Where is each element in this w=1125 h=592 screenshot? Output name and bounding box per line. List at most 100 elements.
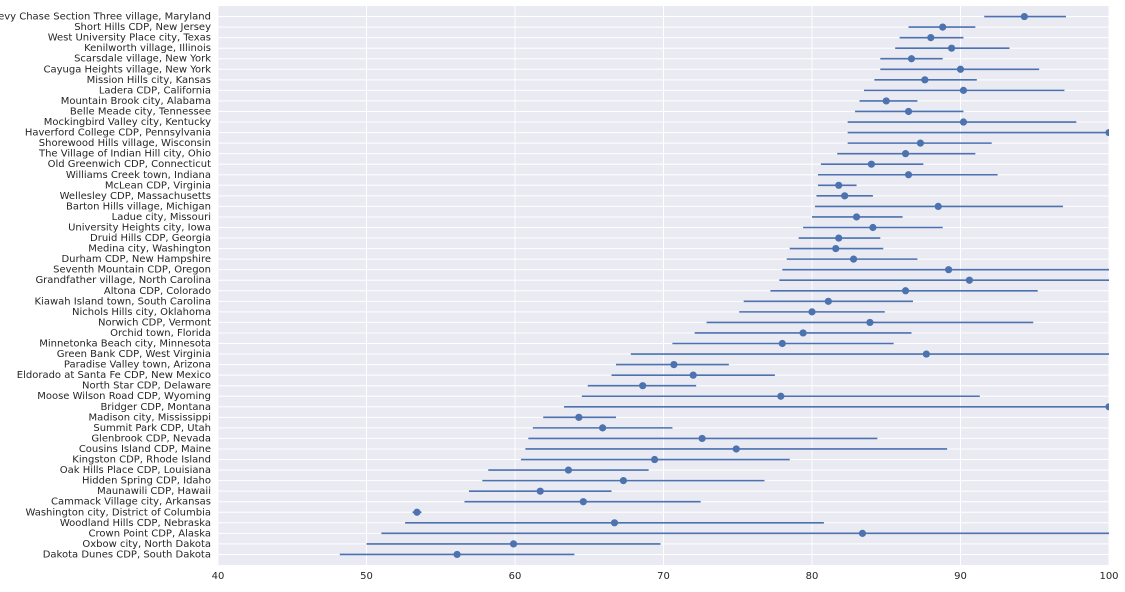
y-tick-label: Oxbow city, North Dakota <box>82 539 211 550</box>
point <box>575 413 583 421</box>
y-tick-label: Medina city, Washington <box>88 244 211 255</box>
y-tick-label: Mission Hills city, Kansas <box>87 75 211 86</box>
y-tick-label: The Village of Indian Hill city, Ohio <box>38 149 211 160</box>
point <box>799 329 807 337</box>
y-tick-label: McLean CDP, Virginia <box>105 180 211 191</box>
y-tick-label: Kingston CDP, Rhode Island <box>72 455 211 466</box>
y-tick-label: Cousins Island CDP, Maine <box>79 444 211 455</box>
point <box>956 65 965 73</box>
point <box>922 350 930 358</box>
point <box>841 192 849 200</box>
x-tick-label: 60 <box>509 571 522 582</box>
y-tick-label: Cayuga Heights village, New York <box>44 64 212 75</box>
point <box>610 519 619 527</box>
y-tick-label: Madison city, Mississippi <box>89 412 211 423</box>
y-tick-label: Ladue city, Missouri <box>112 212 211 223</box>
y-tick-label: Washington city, District of Columbia <box>25 507 211 518</box>
x-tick-label: 50 <box>360 571 373 582</box>
point <box>907 55 916 63</box>
y-tick-label: Ladera CDP, California <box>99 85 211 96</box>
y-tick-label: Crown Point CDP, Alaska <box>89 528 211 539</box>
y-tick-label: West University Place city, Texas <box>48 33 211 44</box>
y-tick-label: Kiawah Island town, South Carolina <box>34 296 211 307</box>
y-tick-label: Norwich CDP, Vermont <box>98 317 211 328</box>
point <box>564 466 573 474</box>
y-tick-label: Chevy Chase Section Three village, Maryl… <box>0 12 211 23</box>
labels: 40 50 60 70 80 90 100 Chevy Chase Section Three… <box>0 12 1119 582</box>
point <box>777 392 785 400</box>
x-tick-label: 90 <box>954 571 967 582</box>
point <box>869 223 877 232</box>
x-tick-label: 40 <box>212 571 225 582</box>
y-tick-label: Minnetonka Beach city, Minnesota <box>39 339 211 350</box>
y-tick-label: Belle Meade city, Tennessee <box>70 106 211 117</box>
y-tick-label: Mockingbird Valley city, Kentucky <box>44 117 211 128</box>
point <box>832 244 840 253</box>
point <box>901 150 910 158</box>
y-tick-label: Hidden Spring CDP, Idaho <box>82 476 211 487</box>
y-tick-label: Oak Hills Place CDP, Louisiana <box>60 465 211 476</box>
y-tick-label: Dakota Dunes CDP, South Dakota <box>43 549 211 560</box>
point <box>619 477 628 485</box>
point <box>904 171 913 179</box>
y-tick-label: Moose Wilson Road CDP, Wyoming <box>37 391 211 402</box>
point <box>698 434 706 443</box>
point <box>536 487 544 495</box>
y-tick-label: Shorewood Hills village, Wisconsin <box>39 138 211 149</box>
y-tick-label: Paradise Valley town, Arizona <box>64 360 211 371</box>
x-tick-label: 100 <box>1099 571 1118 582</box>
y-tick-label: Cammack Village city, Arkansas <box>51 497 211 508</box>
point <box>835 181 843 189</box>
point <box>835 234 843 242</box>
point <box>808 308 816 316</box>
y-tick-label: Scarsdale village, New York <box>74 54 211 65</box>
point <box>947 44 956 52</box>
point <box>778 339 786 348</box>
y-tick-label: Altona CDP, Colorado <box>104 286 211 297</box>
y-tick-label: Wellesley CDP, Massachusetts <box>60 191 211 202</box>
point <box>904 107 913 116</box>
point <box>927 34 935 42</box>
point <box>689 371 697 379</box>
point <box>939 23 947 31</box>
point <box>579 498 587 506</box>
point <box>965 276 974 284</box>
point <box>858 529 867 537</box>
point <box>413 508 421 516</box>
marks <box>339 12 1109 559</box>
point <box>639 382 647 390</box>
point <box>921 76 929 84</box>
y-tick-label: Bridger CDP, Montana <box>100 402 211 413</box>
y-tick-label: Old Greenwich CDP, Connecticut <box>48 159 211 170</box>
point <box>849 255 858 263</box>
x-tick-label: 70 <box>657 571 670 582</box>
point <box>650 455 659 464</box>
y-tick-label: Woodland Hills CDP, Nebraska <box>60 518 211 529</box>
point <box>509 540 518 548</box>
point <box>945 266 953 274</box>
point <box>866 318 874 327</box>
y-tick-label: Durham CDP, New Hampshire <box>61 254 211 265</box>
point <box>916 139 925 147</box>
point <box>670 361 678 369</box>
point <box>1105 403 1109 411</box>
y-tick-label: Short Hills CDP, New Jersey <box>74 22 211 33</box>
point <box>453 550 461 559</box>
y-tick-label: University Heights city, Iowa <box>68 222 211 233</box>
point <box>824 297 832 305</box>
point <box>934 202 942 210</box>
y-tick-label: Orchid town, Florida <box>110 328 211 339</box>
point <box>901 287 910 295</box>
y-tick-label: Haverford College CDP, Pennsylvania <box>25 128 211 139</box>
y-tick-label: Druid Hills CDP, Georgia <box>90 233 211 244</box>
point <box>732 445 740 453</box>
point <box>1105 128 1109 137</box>
y-tick-label: Nichols Hills city, Oklahoma <box>72 307 211 318</box>
point <box>959 118 968 126</box>
point <box>599 424 607 432</box>
x-tick-label: 80 <box>806 571 819 582</box>
y-tick-label: Seventh Mountain CDP, Oregon <box>53 265 211 276</box>
y-tick-label: North Star CDP, Delaware <box>82 381 211 392</box>
y-tick-label: Eldorado at Santa Fe CDP, New Mexico <box>17 370 211 381</box>
